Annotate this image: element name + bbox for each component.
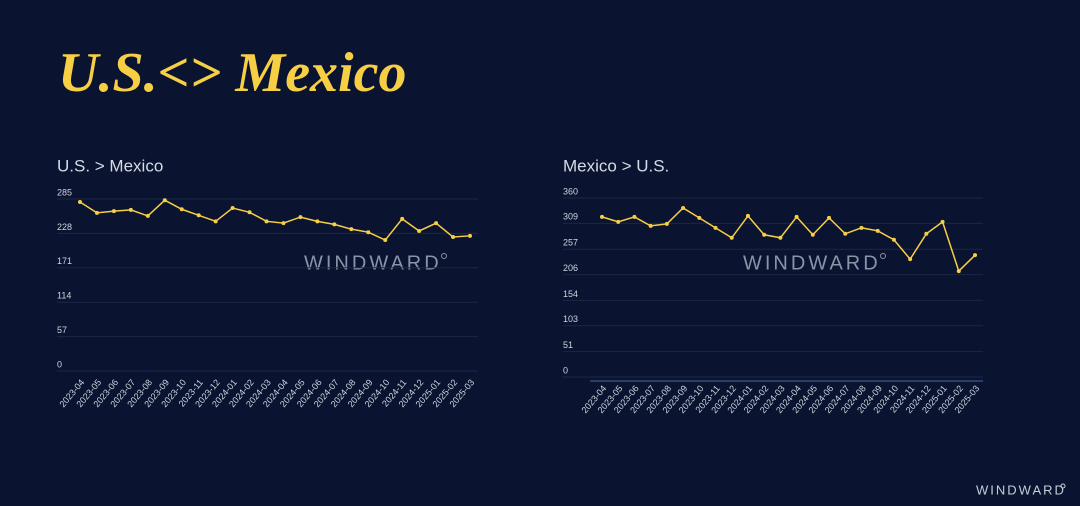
data-point (349, 227, 354, 232)
watermark: WINDWARD (304, 252, 442, 274)
data-point (632, 214, 637, 219)
data-point (908, 257, 913, 262)
data-point (468, 233, 472, 238)
y-tick-label: 360 (563, 186, 578, 196)
data-point (600, 214, 604, 219)
data-point (924, 231, 929, 236)
page-title: U.S.<> Mexico (58, 42, 406, 104)
data-point (648, 223, 653, 228)
series-line (601, 206, 976, 273)
data-point (315, 219, 320, 224)
data-point (94, 210, 99, 215)
y-tick-label: 285 (57, 187, 72, 197)
data-point (366, 230, 371, 235)
watermark-mark (441, 253, 447, 259)
y-tick-label: 57 (57, 325, 67, 335)
y-tick-label: 114 (57, 291, 71, 301)
data-point (383, 238, 388, 243)
data-point (213, 219, 218, 224)
data-point (762, 232, 767, 237)
data-point (162, 198, 167, 203)
y-tick-label: 309 (563, 212, 578, 222)
data-point (940, 219, 945, 224)
data-point (264, 219, 269, 224)
data-point (434, 221, 439, 226)
data-point (891, 237, 896, 242)
data-point (745, 213, 750, 218)
data-point (230, 206, 235, 211)
data-point (128, 207, 133, 212)
data-point (843, 231, 848, 236)
data-point (111, 209, 116, 214)
data-point (196, 213, 201, 218)
data-point (810, 232, 815, 237)
y-tick-label: 257 (563, 238, 578, 248)
y-tick-label: 154 (563, 289, 578, 299)
data-point (247, 210, 252, 215)
data-point (973, 253, 977, 258)
data-point (417, 228, 422, 233)
y-tick-label: 171 (57, 256, 72, 266)
data-point (179, 207, 184, 212)
data-point (713, 225, 718, 230)
chart-title: U.S. > Mexico (57, 156, 163, 175)
data-point (332, 222, 337, 227)
data-point (956, 269, 961, 274)
data-point (875, 228, 880, 233)
data-point (827, 215, 832, 220)
y-tick-label: 103 (563, 314, 578, 324)
data-point (664, 221, 669, 226)
y-tick-label: 206 (563, 263, 578, 273)
data-point (729, 235, 734, 240)
data-point (451, 235, 456, 240)
data-point (298, 215, 303, 220)
data-point (281, 221, 286, 226)
brand-mark (1060, 483, 1066, 489)
y-tick-label: 0 (563, 365, 568, 375)
y-tick-label: 0 (57, 359, 62, 369)
y-tick-label: 228 (57, 222, 72, 232)
y-tick-label: 51 (563, 340, 573, 350)
data-point (697, 215, 702, 220)
watermark-mark (880, 253, 886, 259)
brand: WINDWARD (976, 482, 1066, 497)
data-point (681, 205, 686, 210)
series-line (79, 199, 471, 241)
chart-title: Mexico > U.S. (563, 156, 669, 175)
data-point (400, 216, 405, 221)
watermark: WINDWARD (743, 252, 881, 274)
data-point (145, 213, 150, 218)
data-point (794, 214, 799, 219)
data-point (616, 219, 621, 224)
data-point (78, 200, 82, 205)
data-point (778, 235, 783, 240)
data-point (859, 225, 864, 230)
